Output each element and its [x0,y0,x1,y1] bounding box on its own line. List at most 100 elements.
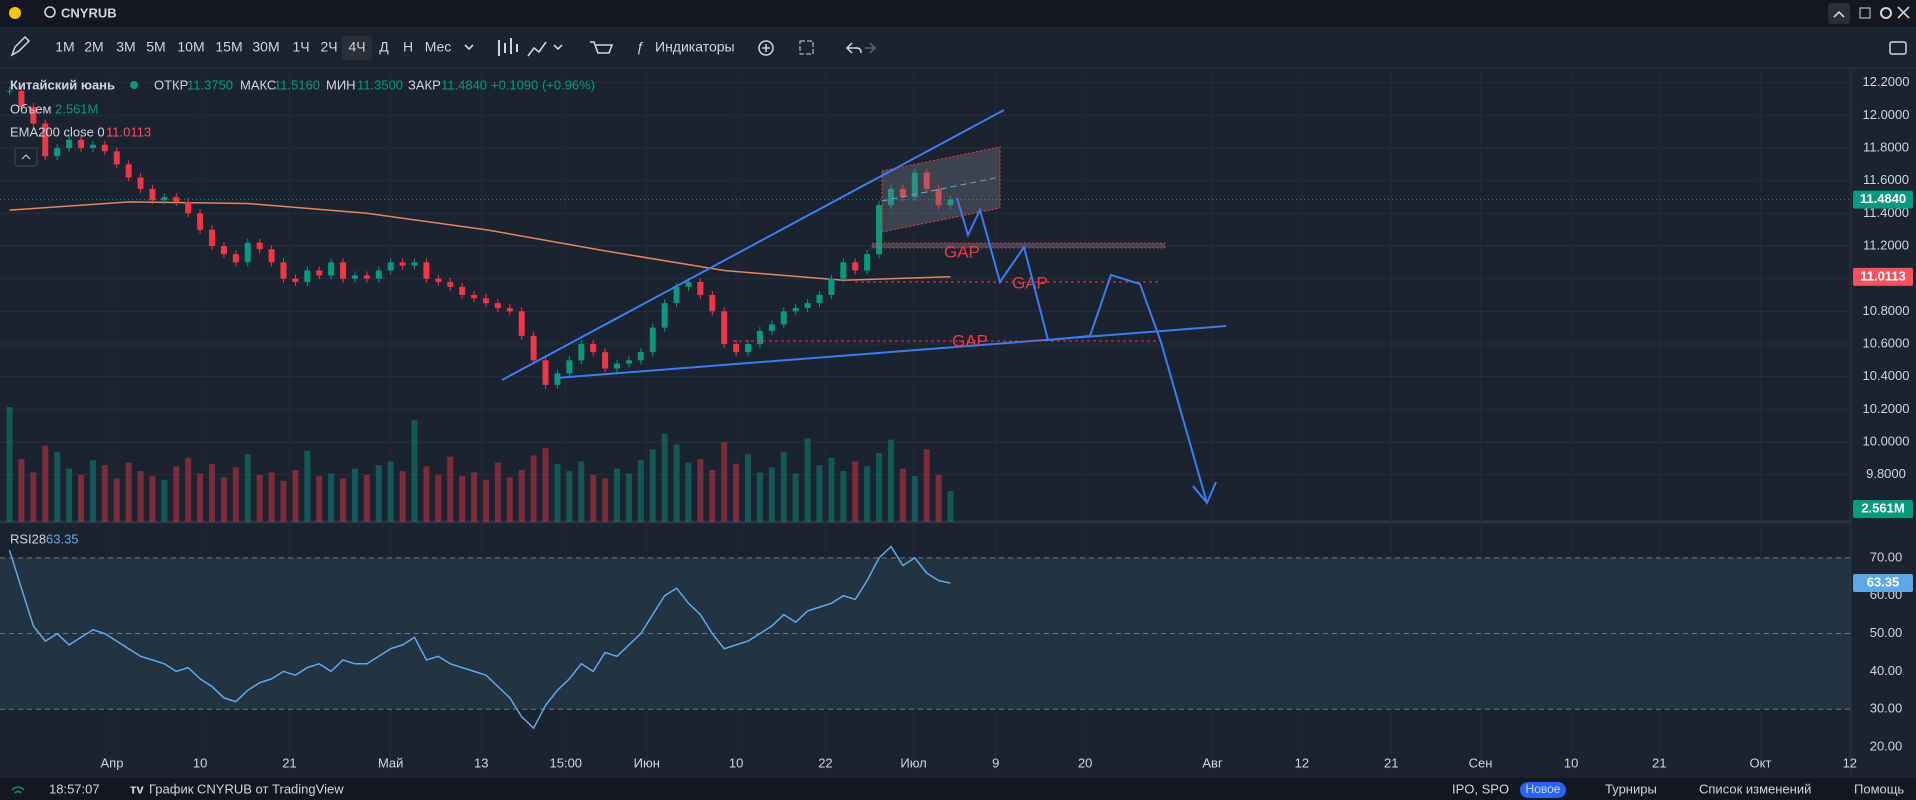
changelog-link[interactable]: Список изменений [1699,781,1811,796]
legend: Китайский юань ОТКР 11.3750 МАКС 11.5160… [10,77,595,546]
tournaments-link[interactable]: Турниры [1605,781,1657,796]
symbol[interactable]: CNYRUB [61,5,117,20]
gap-label: GAP [952,331,988,350]
timeframe-btn[interactable]: 4Ч [348,39,365,55]
volume-bar [18,459,25,522]
camera-icon[interactable] [1889,41,1907,55]
redo-icon[interactable] [865,42,877,54]
volume-bar [113,478,120,522]
help-link[interactable]: Помощь [1854,781,1904,796]
volume-bar [899,468,906,522]
settings-btn[interactable] [1880,7,1892,19]
top-bar [0,0,1916,27]
volume-bar [542,448,549,522]
volume-bar [232,467,239,522]
gap-zone[interactable] [871,242,1166,249]
candle [947,199,954,206]
timeframe-btn[interactable]: Д [379,39,389,55]
low-label: МИН [326,77,356,92]
volume-bar [375,465,382,522]
chart-source[interactable]: График CNYRUB от TradingView [149,781,344,796]
timeframe-btn[interactable]: 1Ч [292,39,309,55]
timeframe-btn[interactable]: 30М [252,39,279,55]
candle [113,151,120,165]
open-label: ОТКР [154,77,188,92]
timeframe-btn[interactable]: Мес [425,39,452,55]
forecast-path[interactable] [956,197,1208,504]
cart-icon[interactable] [590,41,614,54]
candle [220,246,227,255]
timeframe-btn[interactable]: 10М [177,39,204,55]
candle [340,262,347,279]
candle [566,360,573,374]
volume-bar [721,442,728,522]
timeframe-dropdown[interactable] [464,44,474,51]
volume-badge-bg [1853,500,1913,518]
high-value: 11.5160 [274,77,320,92]
layout-icon[interactable] [799,40,814,55]
x-tick-label: 9 [992,755,999,770]
candle [661,303,668,328]
undo-icon[interactable] [845,42,862,54]
gap-label: GAP [944,242,980,261]
trendline-lower[interactable] [555,325,1227,379]
add-icon[interactable] [758,40,774,56]
volume-bar [89,460,96,522]
candle [351,275,358,279]
close-btn[interactable] [1897,6,1910,19]
timeframe-btn[interactable]: 2М [84,39,103,55]
window-btn[interactable] [1859,7,1871,19]
volume-bar [161,479,168,522]
candle [185,201,192,214]
volume-bar [292,469,299,522]
volume-bar [304,450,311,522]
volume-bar [578,461,585,522]
compare-icon[interactable] [527,41,547,57]
volume-bar [54,451,61,522]
draw-icon[interactable] [10,35,31,57]
timeframe-btn[interactable]: Н [403,39,413,55]
trendline-upper[interactable] [501,109,1005,381]
volume-value: 2.561M [55,101,98,116]
dropdown-icon[interactable] [553,44,563,51]
timeframe-btn[interactable]: 2Ч [320,39,337,55]
candle [244,242,251,263]
volume-bar [673,444,680,522]
toolbar [0,27,1916,68]
timeframe-btn[interactable]: 3М [116,39,135,55]
volume-bar [125,462,132,522]
candle [733,343,740,353]
volume-bar [756,472,763,522]
candle [887,188,894,206]
volume-bar [697,459,704,522]
timeframe-active-bg [342,36,372,60]
indicators-btn[interactable]: Индикаторы [655,39,735,55]
candle [280,262,287,279]
window-dot [9,7,21,19]
ipo-link[interactable]: IPO, SPO [1452,781,1509,796]
volume-bar [518,469,525,522]
volume-bar [625,473,632,522]
instrument-name: Китайский юань [10,77,115,92]
chart-type-icon[interactable] [498,38,518,56]
fx-icon[interactable]: ƒ [636,39,644,55]
candle [494,303,501,309]
rsi-line [8,545,951,730]
candle [673,286,680,304]
timeframe-btn[interactable]: 1М [55,39,74,55]
volume-bar [935,474,942,522]
timeframe-btn[interactable]: 5М [146,39,165,55]
candle [387,262,394,271]
timeframe-btn[interactable]: 15М [215,39,242,55]
search-icon[interactable] [44,6,56,18]
collapse-icon [1833,10,1845,18]
x-tick-label: 20 [1078,755,1092,770]
x-tick-label: 10 [1564,755,1578,770]
x-tick-label: 10 [729,755,743,770]
collapse-btn[interactable] [1828,3,1850,24]
change-value: +0.1090 (+0.96%) [491,77,595,92]
candle [554,373,561,385]
x-tick-label: Июл [900,755,926,770]
x-tick-label: Июн [634,755,660,770]
collapse-legend[interactable] [14,147,38,167]
